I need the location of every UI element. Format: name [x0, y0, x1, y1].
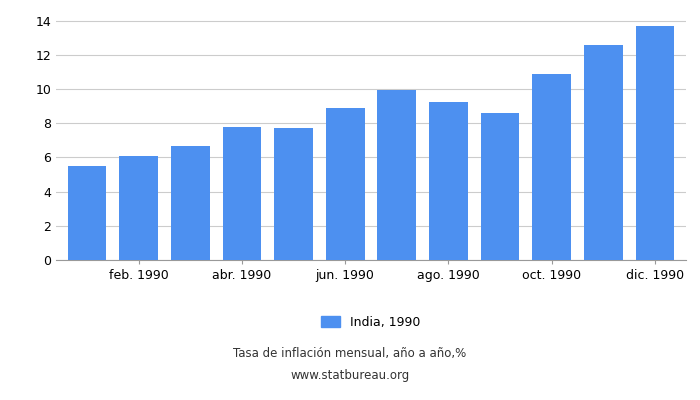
Bar	[274, 128, 313, 260]
Bar	[326, 108, 365, 260]
Legend: India, 1990: India, 1990	[316, 311, 426, 334]
Bar	[223, 126, 261, 260]
Bar	[429, 102, 468, 260]
Bar	[119, 156, 158, 260]
Bar	[377, 90, 416, 260]
Bar	[533, 74, 571, 260]
Bar	[636, 26, 674, 260]
Bar	[481, 113, 519, 260]
Bar	[68, 166, 106, 260]
Text: Tasa de inflación mensual, año a año,%: Tasa de inflación mensual, año a año,%	[233, 348, 467, 360]
Text: www.statbureau.org: www.statbureau.org	[290, 369, 410, 382]
Bar	[584, 45, 623, 260]
Bar	[171, 146, 209, 260]
